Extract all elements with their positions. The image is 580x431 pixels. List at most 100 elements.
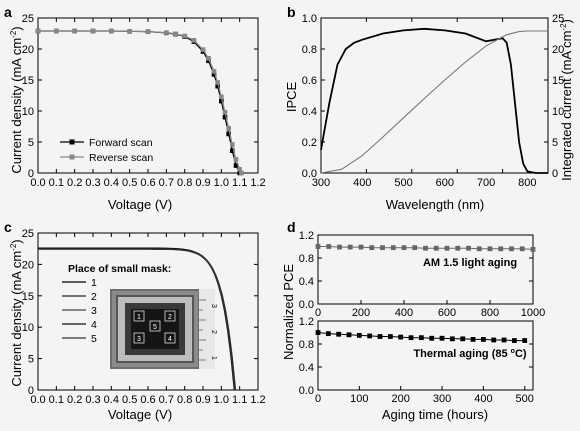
- panel-d-bottom-xtick-label: 300: [433, 393, 451, 405]
- panel-b-integrated-current-line: [320, 30, 548, 174]
- panel-d-bottom-marker: [511, 338, 517, 343]
- panel-a-xtick-label: 1.0: [214, 177, 229, 189]
- panel-a-xtick-label: 0.3: [85, 177, 100, 189]
- panel-a-xtick-label: 0.9: [195, 177, 210, 189]
- panel-d-bottom-ytick-label: 0.4: [299, 362, 314, 374]
- panel-d-top-xtick-label: 1000: [521, 307, 545, 319]
- panel-c-xtick-label: 0.3: [85, 394, 100, 406]
- panel-d-top-marker: [380, 245, 385, 251]
- panel-d-top-marker: [401, 245, 407, 251]
- panel-d-bottom-marker: [346, 332, 352, 338]
- legend-forward-scan: Forward scan: [89, 137, 153, 149]
- panel-b-ytick-label: 0.8: [302, 44, 317, 56]
- panel-d-top-annotation: AM 1.5 light aging: [423, 257, 517, 269]
- panel-d-top-marker: [358, 244, 364, 250]
- panel-b-ytick-label: 1.0: [302, 13, 317, 25]
- panel-b-xlabel: Wavelength (nm): [386, 197, 485, 212]
- panel-a-marker-forward: [211, 72, 217, 77]
- legend-reverse-scan: Reverse scan: [89, 152, 153, 164]
- panel-c-xtick-label: 0.1: [49, 394, 64, 406]
- panel-d-top-ytick-label: 1.2: [299, 230, 314, 242]
- panel-d-top-marker: [347, 244, 353, 250]
- panel-a-label: a: [4, 4, 12, 20]
- mask-cell-label-2: 2: [168, 314, 172, 321]
- panel-a-marker-reverse: [191, 38, 197, 43]
- panel-c-xlabel: Voltage (V): [108, 407, 172, 422]
- panel-b-xtick-label: 600: [436, 177, 454, 189]
- legend-item-5: 5: [91, 333, 97, 345]
- panel-d-bottom-marker: [449, 336, 455, 342]
- mask-cell-label-4: 4: [168, 336, 172, 343]
- panel-d-top-marker: [444, 245, 450, 251]
- panel-d-bottom-marker: [439, 335, 445, 341]
- panel-c-ytick-label: 10: [22, 322, 34, 334]
- panel-d-top-xtick-label: 0: [315, 307, 321, 319]
- panel-d-bottom-marker: [387, 334, 393, 339]
- panel-a-marker-reverse: [35, 28, 41, 34]
- panel-a-xtick-label: 0.1: [49, 177, 64, 189]
- panel-d-label: d: [287, 219, 296, 235]
- panel-d-top-xtick-label: 600: [438, 307, 456, 319]
- mask-cell-4: [164, 332, 176, 344]
- panel-b-xtick-label: 500: [394, 177, 412, 189]
- panel-b-ytick-label: 0.0: [302, 168, 317, 180]
- panel-c-xtick-label: 0.4: [104, 394, 119, 406]
- panel-d-bottom-marker: [470, 337, 476, 342]
- panel-c-xtick-label: 0.8: [177, 394, 192, 406]
- panel-d-top-marker: [412, 245, 418, 251]
- panel-a-marker-forward: [215, 83, 220, 89]
- panel-b-right-ytick-label: 10: [552, 106, 564, 118]
- panel-a-xtick-label: 0.4: [104, 177, 119, 189]
- panel-a-marker-reverse: [211, 69, 217, 74]
- panel-c-xtick-label: 0.2: [67, 394, 82, 406]
- panel-d-top-marker: [530, 246, 536, 252]
- panel-d-top-marker: [455, 245, 461, 251]
- panel-a-ytick-label: 5: [28, 137, 34, 149]
- panel-a-marker-reverse: [145, 29, 151, 34]
- ruler-label-2: 2: [210, 330, 217, 334]
- legend-item-3: 3: [91, 305, 97, 317]
- mask-cell-3: [133, 332, 145, 344]
- mask-cell-label-1: 1: [137, 314, 141, 321]
- panel-c-label: c: [4, 219, 12, 235]
- panel-d-bottom-marker: [522, 338, 528, 343]
- panel-a-marker-reverse: [173, 31, 178, 37]
- panel-a-marker-reverse: [72, 28, 77, 34]
- panel-c-xtick-label: 1.2: [250, 394, 265, 406]
- plot-layer: 0.0 0.1 0.2 0.3 0.4 0.5 0.6 0.7 0.8 0.9 1.0 1.1 1.20…: [22, 13, 565, 406]
- ruler: [199, 289, 215, 369]
- panel-d-top-marker: [423, 245, 428, 251]
- mask-cell-label-5: 5: [153, 324, 157, 331]
- panel-d-xlabel: Aging time (hours): [382, 407, 488, 422]
- panel-d-top-marker: [476, 246, 482, 252]
- ruler-label-1: 1: [210, 356, 217, 360]
- panel-b-right-ytick-label: 25: [552, 13, 564, 25]
- panel-d-bottom-xtick-label: 100: [350, 393, 368, 405]
- panel-b-ipce-line: [320, 27, 548, 174]
- panel-b-y2label: Integrated current (mA cm-2): [559, 19, 574, 181]
- panel-b-xtick-label: 800: [518, 177, 536, 189]
- panel-a-xtick-label: 1.2: [250, 177, 265, 189]
- panel-d-bottom-ytick-label: 0.0: [299, 385, 314, 397]
- panel-d-bottom-xtick-label: 200: [392, 393, 410, 405]
- panel-c-ytick-label: 0: [28, 385, 34, 397]
- panel-a-marker-reverse: [127, 29, 132, 34]
- panel-d-top-marker: [487, 246, 493, 252]
- panel-d-top-marker: [326, 244, 332, 249]
- panel-d-bottom-marker: [460, 336, 466, 342]
- panel-b-label: b: [287, 4, 296, 20]
- panel-a-marker-reverse: [222, 109, 228, 115]
- panel-d-bottom-marker: [356, 332, 362, 338]
- panel-d-bottom-marker: [408, 335, 414, 341]
- panel-c-legend: Place of small mask: 1 2 3 4 5: [62, 263, 171, 345]
- panel-c-xtick-label: 0.5: [122, 394, 137, 406]
- panel-d-bottom-marker: [501, 337, 507, 343]
- panel-d-bottom-xtick-label: 0: [315, 393, 321, 405]
- panel-a-marker-reverse: [226, 126, 231, 131]
- panel-d-bottom-marker: [377, 334, 383, 339]
- panel-d-bottom-marker: [315, 330, 321, 335]
- panel-a-marker-reverse: [239, 170, 244, 176]
- panel-a-marker-reverse: [230, 142, 235, 147]
- panel-b-xtick-label: 700: [477, 177, 495, 189]
